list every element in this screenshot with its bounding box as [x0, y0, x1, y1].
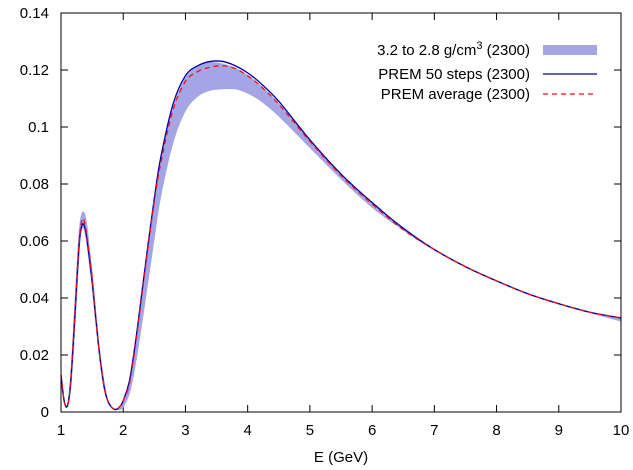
x-tick-label: 2 — [119, 422, 127, 439]
x-tick-label: 1 — [57, 422, 65, 439]
plot-area — [61, 60, 621, 411]
y-tick-label: 0 — [41, 404, 49, 421]
axis-ticks: 1 2 3 4 5 6 7 8 9 10 0 0.02 0.04 0.06 0.08 0.1 0.12 0.14 — [20, 5, 630, 439]
y-tick-label: 0.06 — [20, 233, 49, 250]
y-tick-label: 0.12 — [20, 62, 49, 79]
x-tick-label: 8 — [492, 422, 500, 439]
x-axis-title: E (GeV) — [314, 449, 368, 466]
y-tick-label: 0.04 — [20, 290, 49, 307]
legend-label: PREM average (2300) — [381, 86, 530, 103]
line-series — [61, 60, 621, 411]
y-tick-label: 0.08 — [20, 176, 49, 193]
x-tick-label: 10 — [613, 422, 630, 439]
y-tick-label: 0.02 — [20, 347, 49, 364]
legend-label: PREM 50 steps (2300) — [378, 66, 530, 83]
x-tick-label: 6 — [368, 422, 376, 439]
plot-frame — [60, 12, 622, 413]
y-tick-label: 0.14 — [20, 5, 49, 22]
band-series — [61, 62, 621, 411]
line-series — [61, 65, 621, 411]
x-tick-label: 7 — [430, 422, 438, 439]
legend-label: 3.2 to 2.8 g/cm3 (2300) — [377, 40, 530, 59]
x-tick-label: 3 — [181, 422, 189, 439]
x-tick-label: 5 — [306, 422, 314, 439]
legend-swatch — [543, 45, 597, 55]
legend: 3.2 to 2.8 g/cm3 (2300) PREM 50 steps (23… — [377, 40, 597, 103]
x-tick-label: 9 — [555, 422, 563, 439]
x-tick-label: 4 — [243, 422, 251, 439]
y-tick-label: 0.1 — [28, 119, 49, 136]
